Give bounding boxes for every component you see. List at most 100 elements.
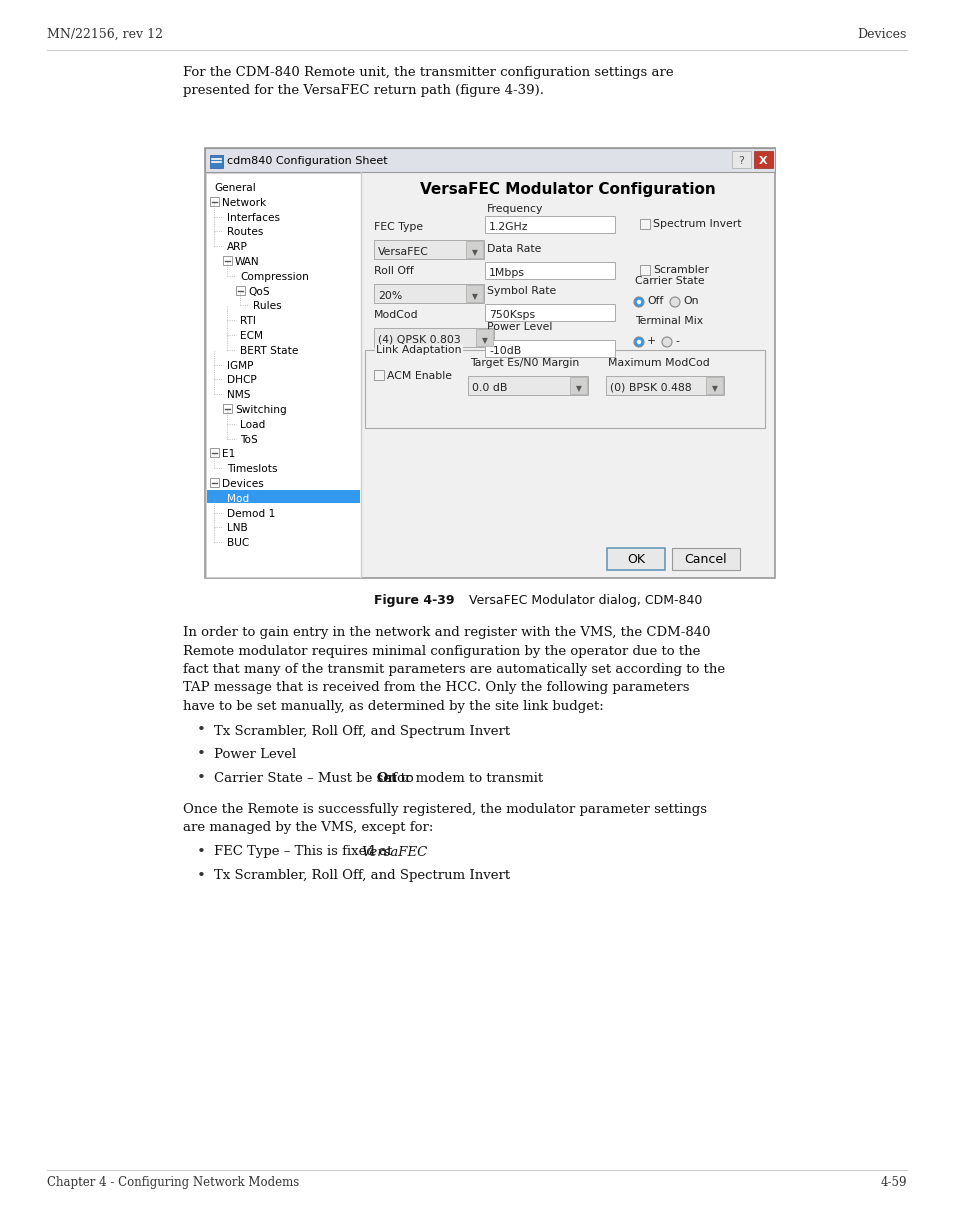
Text: Interfaces: Interfaces	[227, 212, 280, 222]
Text: 1.2GHz: 1.2GHz	[489, 222, 528, 232]
Bar	[639, 265, 649, 275]
Text: E1: E1	[222, 449, 235, 459]
Text: IGMP: IGMP	[227, 361, 253, 371]
Bar	[468, 375, 587, 395]
Text: NMS: NMS	[227, 390, 251, 400]
Text: ToS: ToS	[240, 434, 257, 444]
Text: fact that many of the transmit parameters are automatically set according to the: fact that many of the transmit parameter…	[183, 663, 724, 676]
Bar	[207, 490, 359, 503]
Text: 4-59: 4-59	[880, 1175, 906, 1189]
Circle shape	[634, 337, 643, 347]
Text: ▼: ▼	[481, 336, 487, 345]
Text: ▼: ▼	[472, 248, 477, 256]
Text: QoS: QoS	[248, 287, 270, 297]
Text: Carrier State – Must be set to: Carrier State – Must be set to	[213, 773, 417, 785]
Bar	[206, 173, 360, 577]
Bar	[605, 375, 723, 395]
Text: On: On	[376, 773, 397, 785]
Text: 750Ksps: 750Ksps	[489, 310, 535, 320]
Text: Target Es/N0 Margin: Target Es/N0 Margin	[470, 358, 578, 368]
Bar	[484, 263, 615, 279]
Text: are managed by the VMS, except for:: are managed by the VMS, except for:	[183, 821, 433, 834]
Circle shape	[669, 297, 679, 307]
Text: Rules: Rules	[253, 302, 281, 312]
Circle shape	[661, 337, 671, 347]
Text: -10dB: -10dB	[489, 346, 520, 356]
Text: 20%: 20%	[377, 291, 402, 301]
Text: Power Level: Power Level	[213, 748, 296, 762]
Text: On: On	[682, 296, 698, 306]
Text: OK: OK	[626, 553, 644, 566]
Text: RTI: RTI	[240, 317, 255, 326]
Bar	[484, 304, 615, 321]
Bar	[465, 240, 482, 258]
Text: Cancel: Cancel	[684, 553, 726, 566]
Bar	[210, 196, 219, 206]
Bar	[374, 240, 483, 259]
Text: Remote modulator requires minimal configuration by the operator due to the: Remote modulator requires minimal config…	[183, 644, 700, 658]
Text: Roll Off: Roll Off	[374, 266, 414, 276]
Text: VersaFEC: VersaFEC	[377, 247, 429, 256]
Bar	[705, 377, 722, 394]
Bar	[205, 148, 774, 578]
Text: presented for the VersaFEC return path (figure 4-39).: presented for the VersaFEC return path (…	[183, 83, 543, 97]
Text: Devices: Devices	[857, 28, 906, 40]
Text: 1Mbps: 1Mbps	[489, 267, 524, 279]
Bar	[465, 285, 482, 302]
Bar	[569, 377, 586, 394]
Text: VersaFEC Modulator dialog, CDM-840: VersaFEC Modulator dialog, CDM-840	[456, 594, 701, 607]
Text: Network: Network	[222, 198, 266, 207]
Text: have to be set manually, as determined by the site link budget:: have to be set manually, as determined b…	[183, 699, 603, 713]
Text: for modem to transmit: for modem to transmit	[388, 773, 543, 785]
Bar	[374, 328, 494, 347]
Text: ACM Enable: ACM Enable	[387, 371, 452, 382]
Text: Terminal Mix: Terminal Mix	[635, 317, 702, 326]
Text: +: +	[646, 336, 656, 346]
Circle shape	[636, 340, 640, 345]
Text: Mod: Mod	[227, 493, 249, 504]
Bar	[606, 548, 664, 571]
Text: Data Rate: Data Rate	[486, 244, 540, 254]
Text: •: •	[196, 747, 206, 762]
Bar	[210, 448, 219, 458]
Text: ?: ?	[738, 156, 743, 166]
Text: In order to gain entry in the network and register with the VMS, the CDM-840: In order to gain entry in the network an…	[183, 626, 710, 639]
Text: BERT State: BERT State	[240, 346, 298, 356]
Text: TAP message that is received from the HCC. Only the following parameters: TAP message that is received from the HC…	[183, 681, 689, 694]
Text: Tx Scrambler, Roll Off, and Spectrum Invert: Tx Scrambler, Roll Off, and Spectrum Inv…	[213, 870, 510, 882]
Bar	[671, 548, 740, 571]
Bar	[374, 371, 384, 380]
Text: Maximum ModCod: Maximum ModCod	[607, 358, 709, 368]
Bar	[210, 479, 219, 487]
Text: For the CDM-840 Remote unit, the transmitter configuration settings are: For the CDM-840 Remote unit, the transmi…	[183, 66, 673, 79]
Text: Link Adaptation: Link Adaptation	[375, 345, 461, 355]
Text: -: -	[675, 336, 679, 346]
Bar	[731, 151, 750, 168]
Text: ARP: ARP	[227, 242, 248, 253]
Circle shape	[636, 299, 640, 304]
Text: Once the Remote is successfully registered, the modulator parameter settings: Once the Remote is successfully register…	[183, 802, 706, 816]
Text: ▼: ▼	[472, 292, 477, 301]
Bar	[235, 286, 245, 294]
Bar	[223, 404, 232, 413]
Text: Off: Off	[646, 296, 662, 306]
Text: LNB: LNB	[227, 524, 248, 534]
Text: (4) QPSK 0.803: (4) QPSK 0.803	[377, 335, 460, 345]
Text: MN/22156, rev 12: MN/22156, rev 12	[47, 28, 163, 40]
Text: ▼: ▼	[711, 384, 718, 393]
Text: Carrier State: Carrier State	[635, 276, 704, 286]
Text: •: •	[196, 869, 206, 882]
Text: Timeslots: Timeslots	[227, 464, 277, 474]
Bar	[484, 340, 615, 357]
Text: VersaFEC: VersaFEC	[360, 845, 427, 859]
Text: •: •	[196, 724, 206, 737]
Text: Power Level: Power Level	[486, 321, 552, 333]
Text: Scrambler: Scrambler	[652, 265, 708, 275]
Bar	[375, 344, 462, 355]
Text: cdm840 Configuration Sheet: cdm840 Configuration Sheet	[227, 156, 387, 166]
Bar	[223, 256, 232, 265]
Bar	[476, 329, 493, 346]
Text: Symbol Rate: Symbol Rate	[486, 286, 556, 296]
Text: Demod 1: Demod 1	[227, 509, 275, 519]
Bar	[484, 216, 615, 233]
